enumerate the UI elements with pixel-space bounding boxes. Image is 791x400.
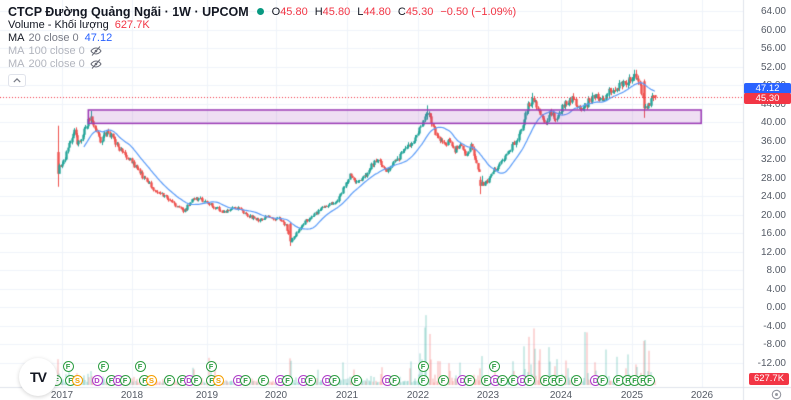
chevron-up-icon [13,78,21,83]
time-axis-label: 2025 [620,390,644,400]
time-axis-label: 2018 [120,390,144,400]
symbol-title[interactable]: CTCP Đường Quảng Ngãi · 1W · UPCOM [8,4,249,19]
event-badge-s[interactable]: S [213,374,224,386]
event-badge-f[interactable]: F [524,374,535,386]
ma20-params: 20 close 0 [28,31,79,44]
low-value: 44.80 [363,5,391,18]
close-value: 45.30 [405,5,434,18]
event-badge-s[interactable]: S [146,374,157,386]
price-axis-label: 64.00 [760,6,786,17]
price-axis-label: 36.00 [760,135,786,147]
event-badge-f[interactable]: F [119,374,131,386]
volume-badge: 627.7K [749,373,789,385]
price-axis-label: 12.00 [760,246,786,258]
time-axis-label: 2024 [549,390,573,400]
ma200-name: MA [8,57,25,70]
event-badge-f[interactable]: F [163,374,175,386]
ohlc-values: O 45.80 H 45.80 L 44.80 C 45.30 −0.50 (−1.09… [272,6,517,18]
event-badge-f[interactable]: F [488,361,500,372]
ma100-legend-row[interactable]: MA 100 close 0 [8,44,516,57]
ma100-params: 100 close 0 [28,44,85,57]
price-axis-label: 56.00 [760,43,786,54]
last-price-badge: 45.30 [744,93,791,104]
price-axis-label: 44.00 [760,98,786,110]
tradingview-logo-text: TV [30,369,47,385]
event-badge-f[interactable]: F [417,361,429,372]
legend-panel: CTCP Đường Quảng Ngãi · 1W · UPCOM O 45.8… [8,5,516,87]
event-badge-s[interactable]: S [72,374,83,386]
collapse-indicators-button[interactable] [8,74,26,87]
volume-indicator-value: 627.7K [114,18,150,31]
price-axis-label: -8.00 [763,339,786,350]
time-axis-label: 2021 [335,390,359,400]
ma20-value: 47.12 [84,31,113,44]
price-axis-label: -12.00 [757,357,786,369]
price-axis-label: 0.00 [766,302,786,313]
market-status-icon[interactable] [256,8,264,15]
event-badge-f[interactable]: F [205,361,217,372]
ma20-legend-row[interactable]: MA 20 close 0 47.12 [8,31,516,44]
ma200-legend-row[interactable]: MA 200 close 0 [8,57,516,70]
event-badge-f[interactable]: F [417,374,429,386]
event-badge-f[interactable]: F [437,374,449,386]
ma20-name: MA [8,31,25,44]
event-badge-f[interactable]: F [389,374,400,386]
event-badge-f[interactable]: F [644,374,655,386]
low-label: L [357,5,364,18]
event-badge-f[interactable]: F [329,374,340,386]
time-axis-label: 2020 [264,390,288,400]
price-axis-label: 32.00 [760,154,786,165]
event-badge-f[interactable]: F [134,361,146,372]
price-axis-label: 28.00 [760,172,786,184]
event-badge-f[interactable]: F [62,361,74,372]
volume-legend-row[interactable]: Volume - Khối lượng 627.7K [8,18,516,31]
event-badge-f[interactable]: F [282,374,293,386]
event-badge-f[interactable]: F [350,374,362,386]
event-badge-f[interactable]: F [570,374,582,386]
open-label: O [271,5,281,18]
event-badge-f[interactable]: F [464,374,475,386]
event-badge-f[interactable]: F [305,374,316,386]
price-axis-label: 4.00 [766,283,786,295]
time-axis-label: 2026 [690,390,714,400]
high-value: 45.80 [322,5,351,18]
event-badge-d[interactable]: D [91,374,103,386]
price-axis-label: 24.00 [760,191,786,202]
symbol-legend-row[interactable]: CTCP Đường Quảng Ngãi · 1W · UPCOM O 45.8… [8,4,517,19]
price-axis-label: 60.00 [760,24,786,36]
ma200-params: 200 close 0 [28,57,85,70]
eye-off-icon[interactable] [90,45,102,57]
event-badge-f[interactable]: F [190,374,202,386]
time-axis-label: 2023 [476,390,500,400]
volume-indicator-label: Volume - Khối lượng [8,18,109,31]
ma100-name: MA [8,44,25,57]
time-axis-label: 2022 [406,390,430,400]
price-axis-label: 16.00 [760,228,786,239]
high-label: H [314,5,323,18]
event-badge-f[interactable]: F [257,374,269,386]
event-badge-f[interactable]: F [555,374,566,386]
settings-icon[interactable] [771,389,782,400]
price-axis-label: -4.00 [763,320,786,332]
time-axis-label: 2019 [195,390,219,400]
time-axis-label: 2017 [50,390,74,400]
close-label: C [397,5,406,18]
eye-off-icon[interactable] [90,58,102,70]
event-badge-f[interactable]: F [497,374,508,386]
price-axis-label: 20.00 [760,209,786,221]
price-axis-label: 40.00 [760,117,786,128]
event-badge-f[interactable]: F [97,361,109,372]
event-badge-f[interactable]: F [597,374,608,386]
open-value: 45.80 [280,5,308,18]
price-axis-label: 52.00 [760,61,786,73]
ma20-price-badge: 47.12 [744,83,791,94]
tradingview-logo[interactable]: TV [19,358,57,396]
event-badge-f[interactable]: F [240,374,251,386]
change-value: −0.50 (−1.09%) [440,5,517,18]
price-axis-label: 8.00 [766,265,786,276]
